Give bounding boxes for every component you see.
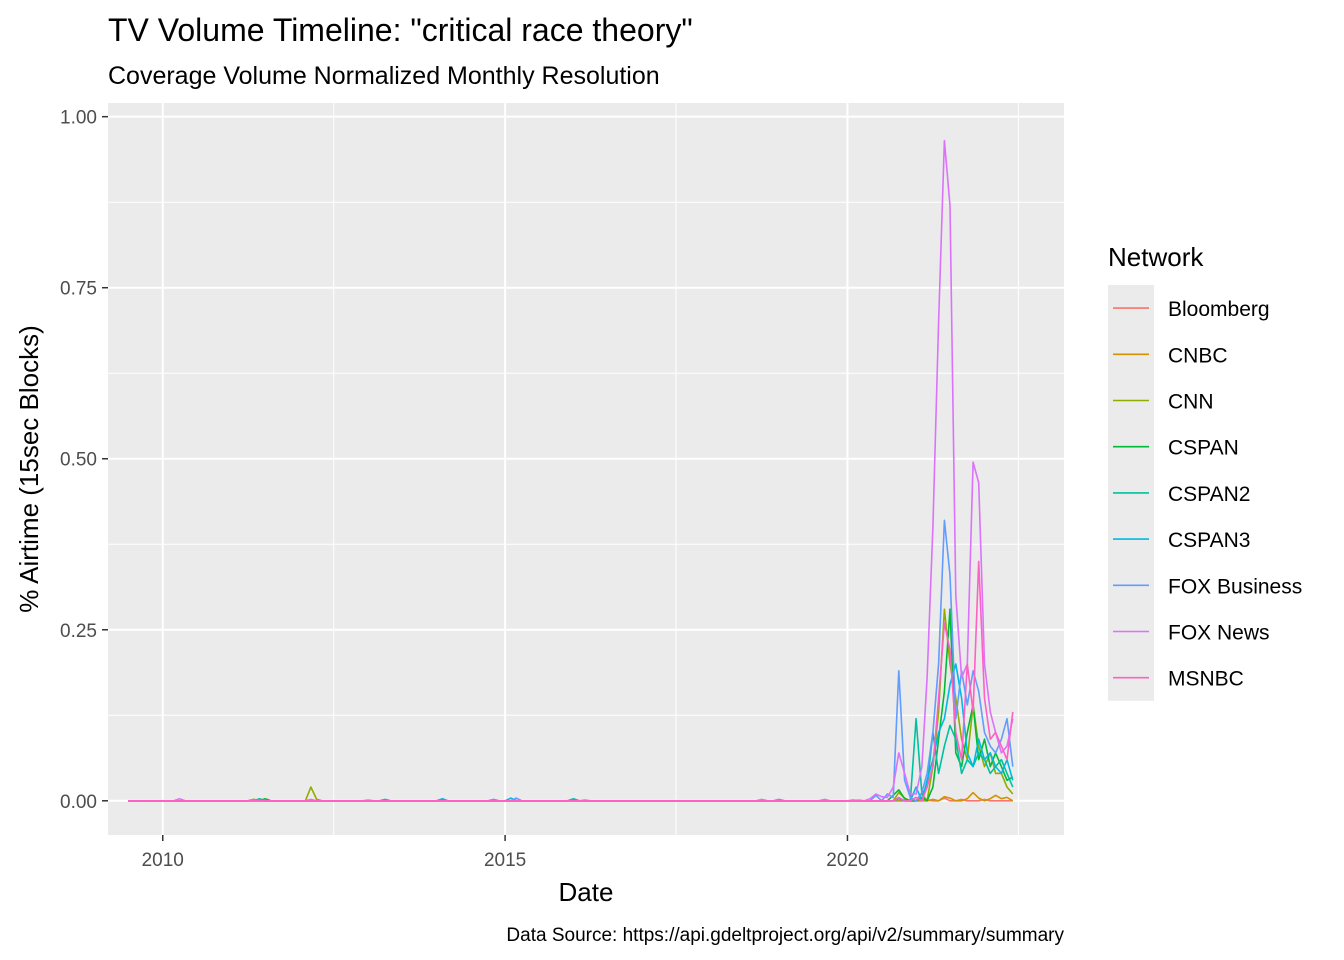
y-tick-label: 1.00 xyxy=(60,108,97,129)
x-tick-label: 2020 xyxy=(826,850,868,871)
y-axis: 0.00 0.25 0.50 0.75 1.00 xyxy=(60,108,108,813)
legend-label-fox-business: FOX Business xyxy=(1168,575,1302,598)
series-layer xyxy=(128,139,1014,802)
legend: Bloomberg CNBC CNN CSPAN CSPAN2 CSPAN3 FOX Bus… xyxy=(1108,285,1302,701)
legend-label-cnbc: CNBC xyxy=(1168,344,1228,367)
grid-minor xyxy=(108,103,1064,835)
legend-label-fox-news: FOX News xyxy=(1168,622,1270,645)
x-axis-title: Date xyxy=(559,877,614,907)
y-tick-label: 0.50 xyxy=(60,450,97,471)
grid-major xyxy=(108,103,1064,835)
series-line-cnbc xyxy=(128,791,1014,802)
x-tick-label: 2015 xyxy=(484,850,526,871)
x-axis: 2010 2015 2020 xyxy=(142,835,869,871)
legend-label-cspan2: CSPAN2 xyxy=(1168,483,1250,506)
y-axis-title: % Airtime (15sec Blocks) xyxy=(14,325,44,613)
caption: Data Source: https://api.gdeltproject.or… xyxy=(506,925,1064,946)
plot-panel xyxy=(108,103,1064,835)
y-tick-label: 0.75 xyxy=(60,279,97,300)
series-line-fox-news xyxy=(128,139,1014,802)
x-tick-label: 2010 xyxy=(142,850,184,871)
legend-label-cspan3: CSPAN3 xyxy=(1168,529,1250,552)
legend-label-cspan: CSPAN xyxy=(1168,437,1239,460)
series-line-cnn xyxy=(128,608,1014,802)
y-tick-label: 0.25 xyxy=(60,621,97,642)
chart-subtitle: Coverage Volume Normalized Monthly Resol… xyxy=(108,62,660,90)
series-line-msnbc xyxy=(128,560,1014,802)
legend-label-msnbc: MSNBC xyxy=(1168,668,1244,691)
chart-title: TV Volume Timeline: "critical race theor… xyxy=(108,12,693,48)
y-tick-label: 0.00 xyxy=(60,792,97,813)
legend-label-bloomberg: Bloomberg xyxy=(1168,298,1270,321)
legend-title: Network xyxy=(1108,242,1204,272)
legend-label-cnn: CNN xyxy=(1168,391,1214,414)
